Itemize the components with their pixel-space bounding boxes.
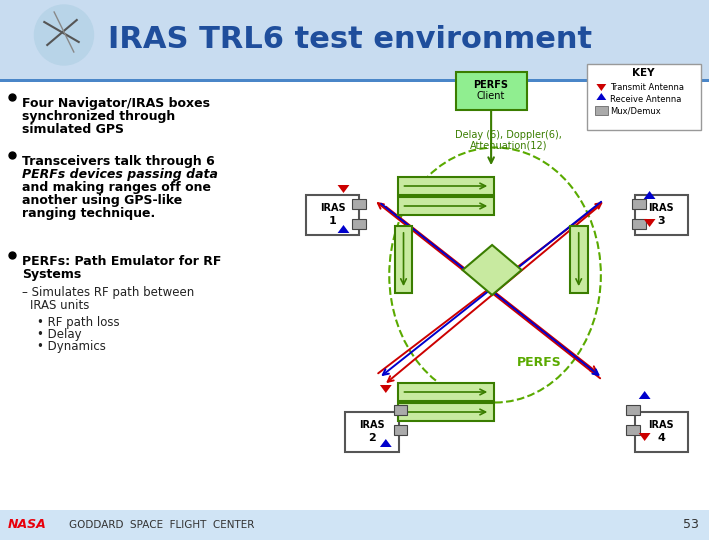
- Text: IRAS: IRAS: [320, 203, 346, 213]
- Text: – Simulates RF path between: – Simulates RF path between: [22, 286, 194, 299]
- Polygon shape: [639, 433, 651, 441]
- Text: PERFS: PERFS: [517, 355, 562, 368]
- Bar: [352, 219, 366, 229]
- Polygon shape: [380, 439, 392, 447]
- Text: IRAS TRL6 test environment: IRAS TRL6 test environment: [108, 25, 593, 55]
- Bar: [632, 199, 646, 209]
- Bar: [394, 425, 408, 435]
- Polygon shape: [380, 385, 392, 393]
- Text: • Dynamics: • Dynamics: [37, 340, 107, 353]
- Text: 1: 1: [329, 216, 336, 226]
- Text: IRAS: IRAS: [649, 203, 674, 213]
- Bar: [394, 405, 408, 415]
- Text: synchronized through: synchronized through: [22, 110, 175, 123]
- FancyBboxPatch shape: [306, 195, 359, 235]
- Text: • RF path loss: • RF path loss: [37, 316, 120, 329]
- Bar: [632, 219, 646, 229]
- FancyBboxPatch shape: [397, 403, 494, 421]
- Bar: [626, 405, 640, 415]
- Text: Transceivers talk through 6: Transceivers talk through 6: [22, 155, 215, 168]
- FancyBboxPatch shape: [397, 177, 494, 195]
- Circle shape: [35, 5, 94, 65]
- Text: and making ranges off one: and making ranges off one: [22, 181, 211, 194]
- Bar: [0, 80, 708, 510]
- Text: PERFS: PERFS: [474, 80, 508, 90]
- Bar: [0, 510, 708, 540]
- Text: Mux/Demux: Mux/Demux: [611, 106, 661, 116]
- Text: another using GPS-like: another using GPS-like: [22, 194, 182, 207]
- Text: Transmit Antenna: Transmit Antenna: [611, 83, 684, 91]
- Polygon shape: [644, 219, 655, 227]
- Text: 3: 3: [657, 216, 665, 226]
- FancyBboxPatch shape: [346, 412, 399, 452]
- Bar: [352, 199, 366, 209]
- Text: Attenuation(12): Attenuation(12): [470, 140, 548, 150]
- FancyBboxPatch shape: [397, 383, 494, 401]
- Text: 53: 53: [683, 518, 699, 531]
- Text: Receive Antenna: Receive Antenna: [611, 96, 682, 105]
- FancyBboxPatch shape: [635, 195, 688, 235]
- Bar: [0, 79, 708, 82]
- FancyBboxPatch shape: [397, 197, 494, 215]
- Text: IRAS: IRAS: [649, 420, 674, 430]
- FancyBboxPatch shape: [570, 226, 588, 293]
- Text: IRAS units: IRAS units: [30, 299, 89, 312]
- Text: ranging technique.: ranging technique.: [22, 207, 155, 220]
- Bar: [0, 0, 708, 80]
- Polygon shape: [596, 93, 606, 100]
- Polygon shape: [338, 225, 349, 233]
- Text: Client: Client: [477, 91, 505, 101]
- Bar: [626, 425, 640, 435]
- Text: PERFs devices passing data: PERFs devices passing data: [22, 168, 217, 181]
- Polygon shape: [596, 84, 606, 91]
- Text: Systems: Systems: [22, 268, 81, 281]
- Text: • Delay: • Delay: [37, 328, 82, 341]
- Text: Delay (6), Doppler(6),: Delay (6), Doppler(6),: [455, 130, 562, 140]
- Text: IRAS: IRAS: [359, 420, 385, 430]
- Text: GODDARD  SPACE  FLIGHT  CENTER: GODDARD SPACE FLIGHT CENTER: [69, 520, 254, 530]
- Text: KEY: KEY: [632, 68, 655, 78]
- Bar: [595, 106, 608, 115]
- Polygon shape: [639, 391, 651, 399]
- Polygon shape: [462, 245, 521, 295]
- FancyBboxPatch shape: [635, 412, 688, 452]
- Text: 4: 4: [657, 433, 665, 443]
- Polygon shape: [338, 185, 349, 193]
- FancyBboxPatch shape: [395, 226, 413, 293]
- Text: simulated GPS: simulated GPS: [22, 123, 124, 136]
- Text: PERFs: Path Emulator for RF: PERFs: Path Emulator for RF: [22, 255, 221, 268]
- Text: Four Navigator/IRAS boxes: Four Navigator/IRAS boxes: [22, 97, 210, 110]
- Text: 2: 2: [368, 433, 376, 443]
- Text: NASA: NASA: [8, 518, 47, 531]
- FancyBboxPatch shape: [587, 64, 701, 130]
- FancyBboxPatch shape: [456, 72, 526, 110]
- Polygon shape: [644, 191, 655, 199]
